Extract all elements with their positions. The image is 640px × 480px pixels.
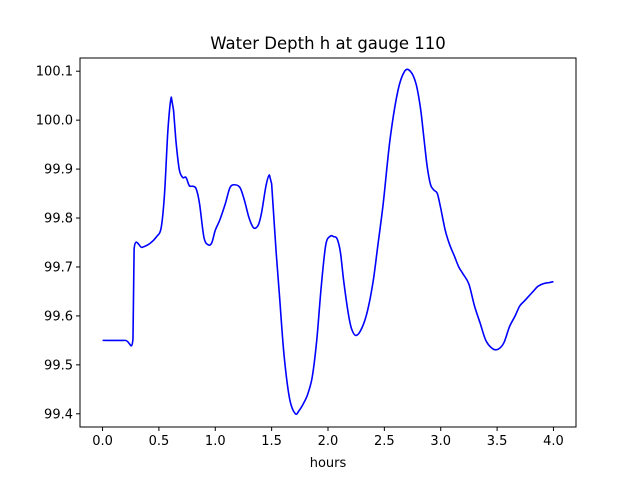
tick-layer: 0.0 0.5 1.0 1.5 2.0 2.5 3.0 3.5 4.0 99.4 99.5 99.6 9… xyxy=(36,65,564,449)
y-tick-label: 99.5 xyxy=(44,358,73,373)
y-tick-label: 99.6 xyxy=(44,309,73,324)
y-tick-label: 99.4 xyxy=(44,407,73,422)
x-tick-label: 4.0 xyxy=(543,434,564,449)
series-layer xyxy=(102,68,554,416)
plot-area xyxy=(80,58,576,427)
x-tick-label: 2.5 xyxy=(374,434,395,449)
y-tick-label: 99.8 xyxy=(44,212,73,227)
y-tick-label: 100.1 xyxy=(36,65,73,80)
y-tick-label: 99.9 xyxy=(44,163,73,178)
x-tick-label: 3.5 xyxy=(487,434,508,449)
x-tick-label: 3.0 xyxy=(430,434,451,449)
y-tick-label: 99.7 xyxy=(44,260,73,275)
y-tick-label: 100.0 xyxy=(36,114,73,129)
x-tick-label: 0.0 xyxy=(92,434,113,449)
x-tick-label: 0.5 xyxy=(149,434,170,449)
series-line-0 xyxy=(102,68,554,416)
plot-frame xyxy=(79,57,577,428)
x-axis-label: hours xyxy=(310,456,347,471)
chart-title: Water Depth h at gauge 110 xyxy=(210,34,445,53)
x-tick-label: 1.5 xyxy=(261,434,282,449)
x-tick-label: 1.0 xyxy=(205,434,226,449)
x-tick-label: 2.0 xyxy=(318,434,339,449)
